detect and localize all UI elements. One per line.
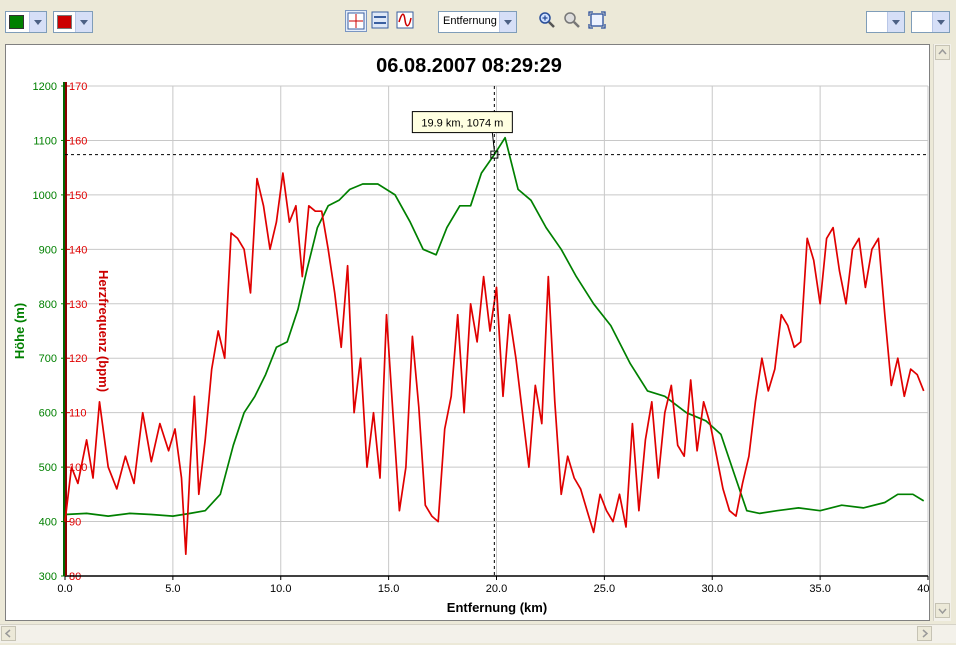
right-dropdown-2[interactable]	[911, 11, 950, 33]
right-y-tick-label: 90	[69, 517, 81, 529]
x-axis-mode-select[interactable]: Entfernung	[438, 11, 517, 33]
arrow-up-icon	[938, 48, 947, 55]
left-y-tick-label: 500	[39, 462, 57, 474]
x-tick-label: 35.0	[809, 583, 830, 595]
chevron-down-icon[interactable]	[887, 12, 904, 32]
left-series-color-dropdown[interactable]	[5, 11, 47, 33]
left-y-tick-label: 900	[39, 244, 57, 256]
x-axis-mode-value: Entfernung	[443, 15, 497, 27]
zoom-in-icon	[539, 12, 555, 28]
vertical-scrollbar[interactable]	[933, 44, 951, 621]
tooltip-box	[411, 111, 513, 134]
crosshair-marker	[490, 150, 499, 159]
x-tick-label: 20.0	[486, 583, 507, 595]
heart-rate-series-line	[64, 172, 925, 556]
stacked-bars-icon	[371, 11, 389, 29]
right-series-color-swatch	[57, 15, 72, 29]
right-y-tick-label: 120	[69, 353, 87, 365]
arrow-left-icon	[4, 629, 11, 638]
wave-icon	[396, 11, 414, 29]
chevron-down-icon[interactable]	[29, 12, 46, 32]
x-tick-label: 25.0	[594, 583, 615, 595]
tooltip-text: 19.9 km, 1074 m	[421, 118, 503, 130]
crosshair-icon	[347, 12, 365, 30]
x-axis-label: Entfernung (km)	[447, 600, 547, 615]
x-tick-label: 10.0	[270, 583, 291, 595]
left-y-axis-label: Höhe (m)	[12, 303, 27, 359]
elevation-series-line	[64, 136, 925, 517]
crosshair-cursor: 19.9 km, 1074 m	[65, 86, 928, 576]
zoom-in-button[interactable]	[537, 10, 559, 32]
left-y-tick-label: 1000	[33, 190, 57, 202]
zoom-fit-button[interactable]	[587, 10, 609, 32]
crosshair-button[interactable]	[345, 10, 367, 32]
x-tick-label: 5.0	[165, 583, 180, 595]
right-y-tick-label: 170	[69, 81, 87, 93]
x-tick-label: 15.0	[378, 583, 399, 595]
chart-title: 06.08.2007 08:29:29	[376, 55, 562, 77]
right-dropdown-1[interactable]	[866, 11, 905, 33]
fit-to-window-icon	[588, 11, 606, 29]
right-y-axis-label: Herzfrequenz (bpm)	[96, 270, 111, 392]
series-lines	[64, 136, 925, 556]
right-series-color-dropdown[interactable]	[53, 11, 93, 33]
left-y-tick-label: 1100	[33, 135, 57, 147]
stack-view-button[interactable]	[370, 10, 392, 32]
left-y-tick-label: 600	[39, 408, 57, 420]
scroll-down-button[interactable]	[935, 603, 950, 618]
right-y-tick-label: 130	[69, 299, 87, 311]
arrow-right-icon	[922, 629, 929, 638]
smooth-curve-button[interactable]	[395, 10, 417, 32]
tooltip-pointer	[491, 132, 495, 151]
left-series-color-swatch	[9, 15, 24, 29]
gridlines	[64, 85, 929, 577]
scroll-left-button[interactable]	[1, 626, 16, 641]
chevron-down-icon[interactable]	[75, 12, 92, 32]
scroll-right-button[interactable]	[917, 626, 932, 641]
chevron-down-icon[interactable]	[499, 12, 516, 32]
right-y-tick-label: 110	[69, 408, 87, 420]
left-y-tick-label: 300	[39, 571, 57, 583]
x-tick-label: 40.0	[917, 583, 929, 595]
scroll-up-button[interactable]	[935, 45, 950, 60]
chart-panel: 300 80 400 90 500 100 600 110 700 120 800 130 900 140…	[5, 44, 930, 621]
left-y-tick-label: 800	[39, 299, 57, 311]
x-tick-label: 30.0	[702, 583, 723, 595]
left-y-tick-label: 400	[39, 517, 57, 529]
right-y-tick-label: 160	[69, 135, 87, 147]
left-y-tick-label: 700	[39, 353, 57, 365]
right-y-tick-label: 140	[69, 244, 87, 256]
toolbar: Entfernung	[0, 0, 956, 44]
zoom-out-button[interactable]	[562, 10, 584, 32]
right-y-tick-label: 80	[69, 571, 81, 583]
zoom-out-icon	[564, 12, 580, 28]
horizontal-scrollbar[interactable]	[0, 624, 956, 643]
arrow-down-icon	[938, 608, 947, 615]
x-tick-label: 0.0	[57, 583, 72, 595]
right-y-tick-label: 150	[69, 190, 87, 202]
left-y-tick-label: 1200	[33, 81, 57, 93]
chevron-down-icon[interactable]	[932, 12, 949, 32]
